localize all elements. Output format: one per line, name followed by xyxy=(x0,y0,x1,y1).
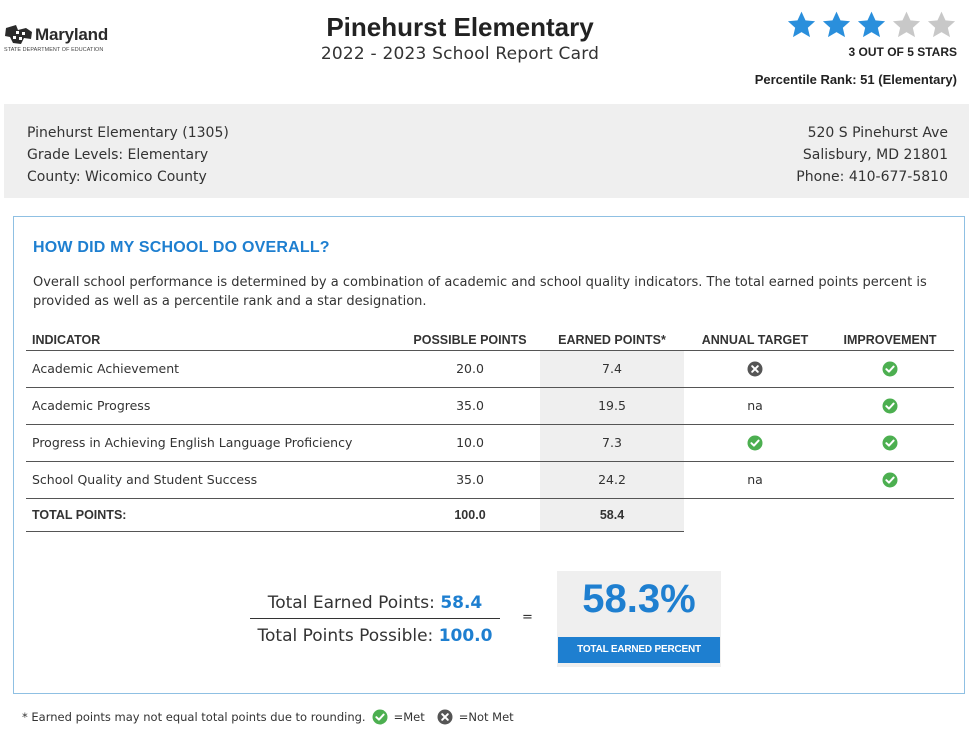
col-earned-points: EARNED POINTS* xyxy=(540,331,684,351)
msde-logo: Maryland STATE DEPARTMENT OF EDUCATION xyxy=(4,24,134,54)
indicator-name: Progress in Achieving English Language P… xyxy=(26,424,400,462)
earned-points: 24.2 xyxy=(540,461,684,499)
earned-points: 7.4 xyxy=(540,350,684,388)
report-header: Maryland STATE DEPARTMENT OF EDUCATION P… xyxy=(0,0,973,100)
possible-points: 20.0 xyxy=(400,350,540,388)
not-met-icon xyxy=(747,361,763,377)
stars-label: 3 OUT OF 5 STARS xyxy=(848,45,957,59)
total-possible: 100.0 xyxy=(400,498,540,532)
star-empty-icon xyxy=(926,9,957,41)
maryland-flag-icon xyxy=(5,25,32,44)
possible-points: 35.0 xyxy=(400,387,540,425)
col-improvement: IMPROVEMENT xyxy=(826,331,954,351)
possible-line: Total Points Possible: 100.0 xyxy=(250,619,500,651)
footnote-text: * Earned points may not equal total poin… xyxy=(22,710,366,724)
star-filled-icon xyxy=(821,9,852,41)
star-rating: 3 OUT OF 5 STARS Percentile Rank: 51 (El… xyxy=(755,9,957,87)
report-subtitle: 2022 - 2023 School Report Card xyxy=(320,44,600,64)
school-info-left: Pinehurst Elementary (1305) Grade Levels… xyxy=(27,122,229,188)
logo-subtitle: STATE DEPARTMENT OF EDUCATION xyxy=(4,47,104,53)
indicator-name: School Quality and Student Success xyxy=(26,461,400,499)
met-icon xyxy=(882,398,898,414)
county: County: Wicomico County xyxy=(27,169,207,185)
met-icon xyxy=(882,361,898,377)
col-indicator: INDICATOR xyxy=(26,331,400,351)
title-block: Pinehurst Elementary 2022 - 2023 School … xyxy=(240,12,680,64)
col-possible-points: POSSIBLE POINTS xyxy=(400,331,540,351)
school-info-band: Pinehurst Elementary (1305) Grade Levels… xyxy=(4,104,969,198)
points-summary: Total Earned Points: 58.4 Total Points P… xyxy=(14,571,966,671)
total-percent-label: TOTAL EARNED PERCENT xyxy=(558,637,720,663)
table-row: Progress in Achieving English Language P… xyxy=(26,424,954,462)
met-legend: =Met xyxy=(393,710,425,724)
possible-label: Total Points Possible: xyxy=(257,626,434,646)
earned-value: 58.4 xyxy=(440,593,483,613)
total-empty-cell xyxy=(684,498,826,531)
star-filled-icon xyxy=(856,9,887,41)
footnote: * Earned points may not equal total poin… xyxy=(22,709,514,725)
not-met-legend: =Not Met xyxy=(458,710,514,724)
grade-levels: Grade Levels: Elementary xyxy=(27,147,209,163)
total-empty-cell xyxy=(826,498,954,531)
col-annual-target: ANNUAL TARGET xyxy=(684,331,826,351)
table-row: Academic Progress 35.0 19.5 na xyxy=(26,387,954,425)
total-earned: 58.4 xyxy=(540,498,684,532)
school-address: 520 S Pinehurst Ave Salisbury, MD 21801 … xyxy=(796,122,948,188)
not-met-icon xyxy=(437,709,453,725)
met-icon xyxy=(747,435,763,451)
table-header-row: INDICATOR POSSIBLE POINTS EARNED POINTS*… xyxy=(26,331,954,351)
met-icon xyxy=(882,472,898,488)
met-icon xyxy=(882,435,898,451)
possible-value: 100.0 xyxy=(438,626,493,646)
improvement xyxy=(826,350,954,388)
street-address: 520 S Pinehurst Ave xyxy=(807,125,948,141)
indicator-name: Academic Achievement xyxy=(26,350,400,388)
annual-target: na xyxy=(684,387,826,425)
annual-target xyxy=(684,424,826,462)
annual-target xyxy=(684,350,826,388)
points-fraction: Total Earned Points: 58.4 Total Points P… xyxy=(250,589,500,651)
indicator-name: Academic Progress xyxy=(26,387,400,425)
possible-points: 10.0 xyxy=(400,424,540,462)
earned-line: Total Earned Points: 58.4 xyxy=(250,589,500,619)
percentile-rank: Percentile Rank: 51 (Elementary) xyxy=(754,72,957,87)
school-title: Pinehurst Elementary xyxy=(326,12,594,42)
school-name-id: Pinehurst Elementary (1305) xyxy=(27,125,229,141)
total-percent-value: 58.3% xyxy=(582,577,696,621)
table-row: Academic Achievement 20.0 7.4 xyxy=(26,350,954,388)
star-filled-icon xyxy=(786,9,817,41)
star-empty-icon xyxy=(891,9,922,41)
overall-panel: HOW DID MY SCHOOL DO OVERALL? Overall sc… xyxy=(13,216,965,694)
logo-name: Maryland xyxy=(35,25,109,44)
possible-points: 35.0 xyxy=(400,461,540,499)
total-label: TOTAL POINTS: xyxy=(26,498,400,532)
earned-points: 7.3 xyxy=(540,424,684,462)
indicator-table: INDICATOR POSSIBLE POINTS EARNED POINTS*… xyxy=(26,331,954,532)
earned-points: 19.5 xyxy=(540,387,684,425)
city-state-zip: Salisbury, MD 21801 xyxy=(802,147,948,163)
met-icon xyxy=(372,709,388,725)
improvement xyxy=(826,387,954,425)
total-percent-box: 58.3% TOTAL EARNED PERCENT xyxy=(557,571,721,667)
improvement xyxy=(826,461,954,499)
overall-description: Overall school performance is determined… xyxy=(33,275,927,309)
phone: Phone: 410-677-5810 xyxy=(796,169,948,185)
table-row: School Quality and Student Success 35.0 … xyxy=(26,461,954,499)
overall-title: HOW DID MY SCHOOL DO OVERALL? xyxy=(33,239,330,256)
total-row: TOTAL POINTS: 100.0 58.4 xyxy=(26,498,954,532)
annual-target: na xyxy=(684,461,826,499)
improvement xyxy=(826,424,954,462)
earned-label: Total Earned Points: xyxy=(267,593,435,613)
star-row xyxy=(755,9,957,41)
equals-sign: = xyxy=(522,610,533,625)
